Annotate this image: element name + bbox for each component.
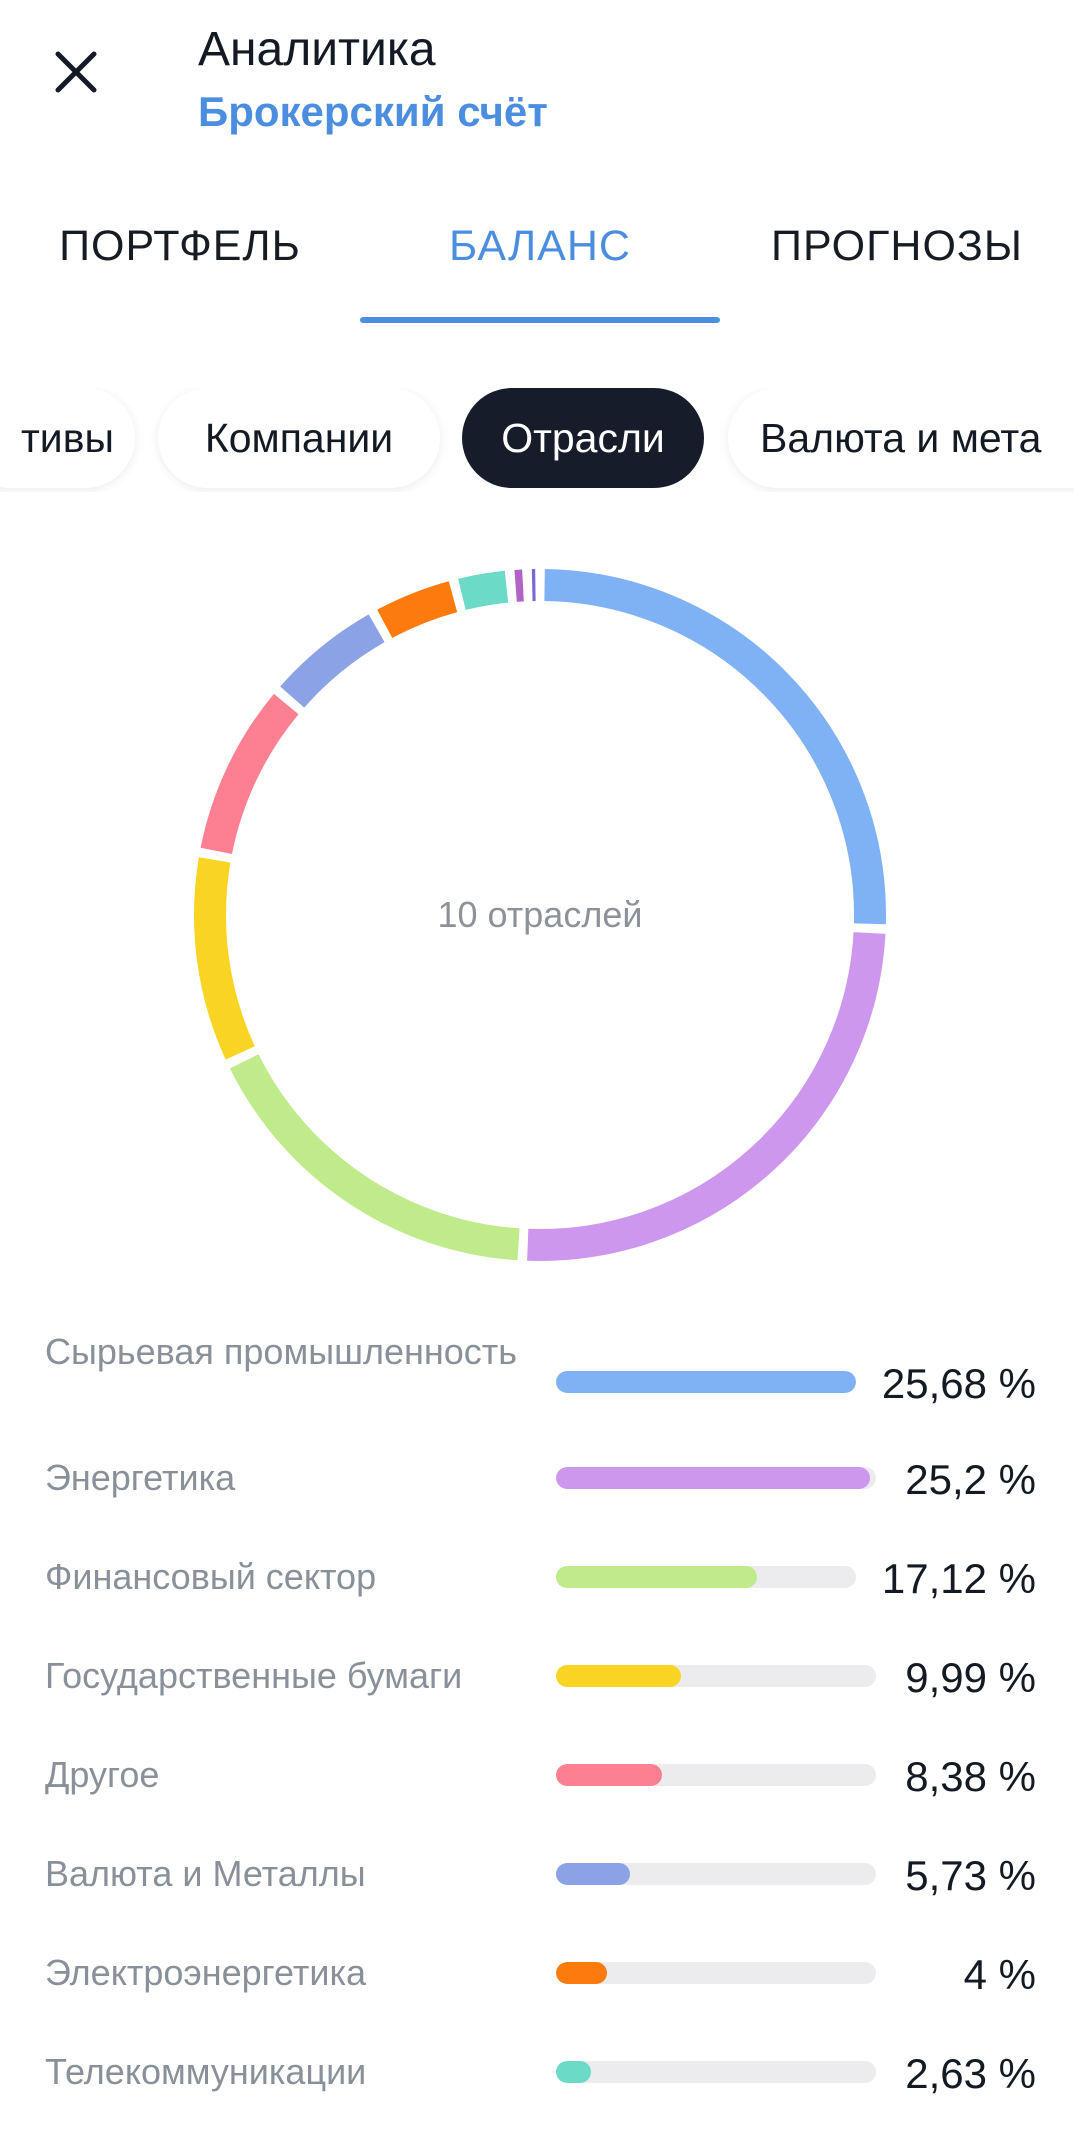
- legend-bar-fill: [556, 1467, 870, 1489]
- chip-assets[interactable]: тивы: [0, 388, 135, 488]
- close-button[interactable]: [40, 36, 112, 108]
- chip-companies-label: Компании: [205, 415, 393, 462]
- legend-row: Электроэнергетика 4 %: [0, 1951, 1074, 2041]
- tab-balance[interactable]: БАЛАНС: [360, 200, 720, 324]
- legend-value: 5,73 %: [905, 1852, 1036, 1900]
- legend-bar: [556, 1863, 876, 1885]
- donut-slice: [244, 1061, 518, 1244]
- legend-bar-fill: [556, 1371, 856, 1393]
- legend-label: Телекоммуникации: [45, 2050, 525, 2094]
- donut-slice: [462, 587, 507, 595]
- legend-row: Другое 8,38 %: [0, 1753, 1074, 1843]
- legend-value: 25,2 %: [905, 1456, 1036, 1504]
- legend-label: Другое: [45, 1753, 525, 1797]
- legend-bar-fill: [556, 1863, 630, 1885]
- legend-row: Финансовый сектор 17,12 %: [0, 1555, 1074, 1645]
- legend-value: 4 %: [964, 1951, 1036, 1999]
- chip-currency-metals-label: Валюта и мета: [760, 415, 1041, 462]
- legend-bar: [556, 1962, 876, 1984]
- legend-bar: [556, 2061, 876, 2083]
- legend-bar: [556, 1371, 856, 1393]
- legend-row: Валюта и Металлы 5,73 %: [0, 1852, 1074, 1942]
- tab-forecasts[interactable]: ПРОГНОЗЫ: [720, 200, 1074, 324]
- legend-bar-fill: [556, 1764, 662, 1786]
- legend-label: Государственные бумаги: [45, 1654, 525, 1698]
- chip-industries-label: Отрасли: [501, 415, 665, 462]
- tab-bar: ПОРТФЕЛЬ БАЛАНС ПРОГНОЗЫ: [0, 200, 1074, 324]
- legend-row: Государственные бумаги 9,99 %: [0, 1654, 1074, 1744]
- legend-bar: [556, 1566, 856, 1588]
- donut-slice: [545, 585, 870, 924]
- legend-bar: [556, 1764, 876, 1786]
- account-subtitle[interactable]: Брокерский счёт: [198, 88, 548, 136]
- legend-bar: [556, 1665, 876, 1687]
- donut-svg: [190, 565, 890, 1265]
- donut-slice: [210, 860, 240, 1053]
- legend-label: Энергетика: [45, 1456, 525, 1500]
- legend-label: Сырьевая промышленность: [45, 1330, 525, 1374]
- legend-bar-fill: [556, 1665, 681, 1687]
- donut-slice: [216, 704, 286, 851]
- legend-row: Телекоммуникации 2,63 %: [0, 2050, 1074, 2140]
- chip-currency-metals[interactable]: Валюта и мета: [728, 388, 1074, 488]
- chip-assets-label: тивы: [21, 415, 114, 462]
- legend-row: Сырьевая промышленность 25,68 %: [0, 1330, 1074, 1430]
- donut-slice: [528, 933, 870, 1245]
- donut-slice: [292, 628, 376, 697]
- close-icon: [40, 36, 112, 108]
- chip-companies[interactable]: Компании: [158, 388, 440, 488]
- chip-industries[interactable]: Отрасли: [462, 388, 704, 488]
- legend-label: Финансовый сектор: [45, 1555, 525, 1599]
- page-title: Аналитика: [198, 22, 436, 77]
- legend-bar-fill: [556, 1566, 757, 1588]
- legend-value: 17,12 %: [882, 1555, 1036, 1603]
- legend-row: Энергетика 25,2 %: [0, 1456, 1074, 1546]
- legend-bar-fill: [556, 2061, 591, 2083]
- legend-value: 8,38 %: [905, 1753, 1036, 1801]
- industry-donut-chart: 10 отраслей: [190, 565, 890, 1265]
- legend-label: Валюта и Металлы: [45, 1852, 525, 1896]
- legend-bar: [556, 1467, 876, 1489]
- donut-slice: [385, 597, 453, 624]
- tab-portfolio[interactable]: ПОРТФЕЛЬ: [0, 200, 360, 324]
- filter-chips: тивы Компании Отрасли Валюта и мета: [0, 388, 1074, 492]
- active-tab-indicator: [360, 317, 720, 323]
- legend-value: 2,63 %: [905, 2050, 1036, 2098]
- legend-bar-fill: [556, 1962, 607, 1984]
- legend-value: 25,68 %: [882, 1360, 1036, 1408]
- legend-label: Электроэнергетика: [45, 1951, 525, 1995]
- legend-value: 9,99 %: [905, 1654, 1036, 1702]
